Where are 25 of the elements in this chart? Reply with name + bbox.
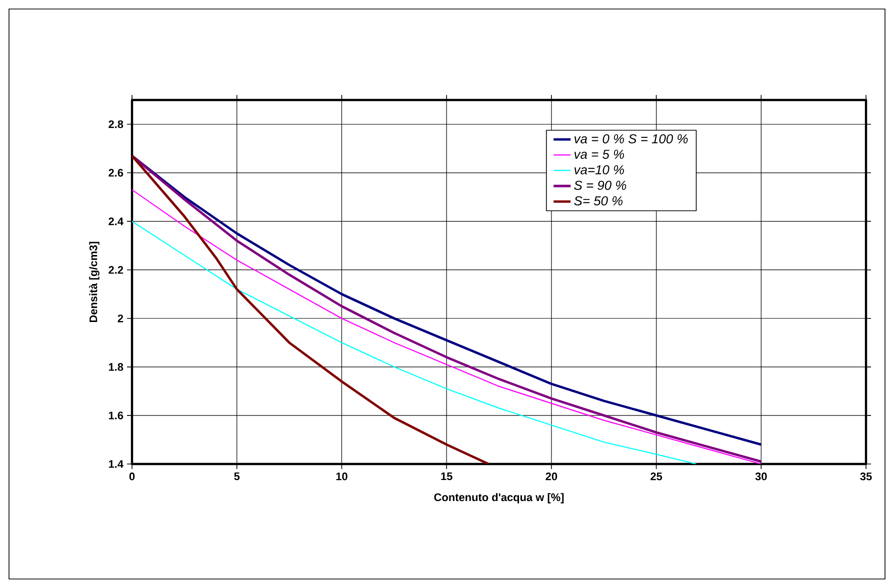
y-tick-label: 2.2	[108, 266, 124, 274]
y-tick-label: 2.4	[108, 218, 124, 226]
x-tick-label: 20	[546, 472, 558, 480]
y-tick-label: 1.4	[108, 460, 124, 468]
line-series	[132, 154, 490, 464]
legend-label: va=10 %	[574, 165, 624, 174]
x-tick-label: 15	[441, 472, 452, 480]
y-axis-title: Densità [g/cm3]	[89, 242, 100, 322]
x-tick-label: 35	[860, 472, 872, 480]
y-tick-label: 2.6	[108, 168, 124, 177]
x-axis-title: Contenuto d'acqua w [%]	[434, 493, 564, 504]
x-tick-label: 0	[129, 472, 135, 480]
legend-label: va = 5 %	[574, 150, 624, 159]
legend-label: va = 0 % S = 100 %	[574, 134, 688, 144]
y-tick-label: 2.8	[108, 120, 124, 128]
x-tick-label: 30	[755, 472, 767, 480]
legend-label: S= 50 %	[574, 196, 623, 206]
legend-label: S = 90 %	[574, 180, 626, 190]
x-tick-label: 10	[336, 472, 348, 480]
line-series	[132, 220, 697, 464]
x-tick-label: 5	[234, 472, 240, 480]
x-tick-label: 25	[650, 472, 662, 480]
y-tick-label: 2	[118, 314, 124, 322]
y-tick-label: 1.6	[108, 412, 124, 420]
y-tick-label: 1.8	[108, 363, 124, 371]
